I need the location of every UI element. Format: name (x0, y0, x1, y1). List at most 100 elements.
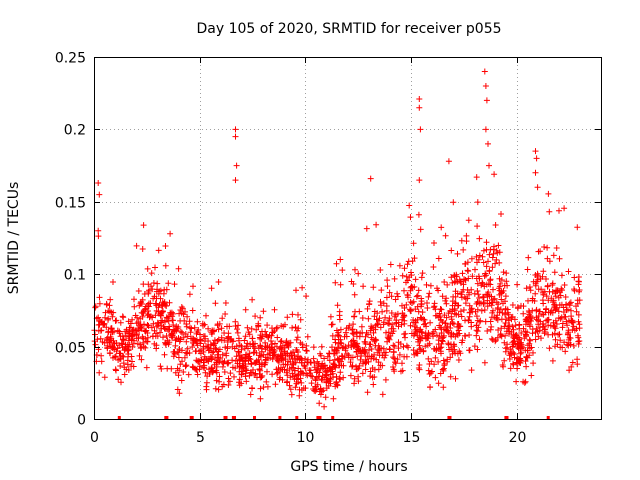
data-point (390, 325, 397, 332)
data-point (216, 373, 223, 380)
data-point (489, 309, 496, 316)
data-point (253, 326, 260, 333)
data-point (492, 222, 499, 228)
data-point (257, 342, 264, 349)
data-point (336, 308, 343, 315)
data-point (535, 286, 542, 293)
data-point (189, 307, 196, 314)
data-point (303, 293, 310, 300)
data-point (135, 326, 141, 332)
data-point (248, 325, 255, 332)
data-point (516, 322, 523, 329)
data-point (386, 320, 392, 327)
data-point (437, 345, 443, 352)
data-point (415, 338, 422, 345)
data-point (330, 374, 337, 381)
data-point (443, 295, 450, 302)
data-point (302, 365, 309, 372)
data-point (126, 324, 133, 331)
data-point (187, 335, 194, 342)
data-point (368, 346, 375, 352)
data-point (278, 338, 285, 344)
data-point (392, 359, 398, 366)
data-point (206, 366, 212, 373)
data-point (294, 327, 300, 334)
data-point (308, 372, 314, 379)
data-point (501, 339, 508, 346)
data-point (249, 335, 256, 342)
data-point (575, 311, 582, 318)
data-point (219, 363, 226, 370)
data-point (157, 312, 164, 319)
data-point (322, 394, 329, 401)
data-point (95, 227, 102, 234)
data-point (487, 318, 494, 325)
data-point (389, 321, 396, 328)
data-point (221, 369, 228, 375)
data-point (452, 288, 459, 295)
data-point (365, 358, 372, 365)
data-point (374, 321, 381, 328)
data-point (458, 291, 465, 298)
data-point (530, 349, 536, 356)
data-point (575, 318, 582, 325)
data-point (290, 373, 296, 380)
data-point (481, 273, 488, 280)
data-point (272, 340, 278, 347)
data-point (359, 315, 366, 321)
data-point (295, 379, 301, 385)
data-point (337, 281, 344, 288)
data-point (378, 302, 384, 309)
data-point (496, 291, 503, 298)
data-point (315, 373, 322, 380)
zero-value-marker (546, 416, 550, 420)
data-point (473, 313, 480, 320)
data-point (414, 348, 421, 355)
data-point (532, 272, 539, 278)
data-point (569, 326, 576, 333)
data-point (569, 359, 576, 366)
data-point (136, 322, 143, 329)
data-point (474, 306, 481, 313)
data-point (236, 376, 243, 383)
data-point (401, 265, 408, 272)
data-point (125, 329, 131, 336)
data-point (379, 308, 386, 315)
data-point (545, 190, 552, 197)
data-point (476, 252, 483, 259)
data-point (218, 337, 225, 344)
data-point (396, 262, 403, 269)
data-point (473, 253, 480, 260)
data-point (532, 169, 539, 176)
data-point (528, 372, 535, 379)
data-point (549, 280, 556, 287)
data-point (555, 315, 562, 321)
data-point (140, 222, 147, 229)
data-point (125, 337, 132, 344)
data-point (438, 344, 445, 351)
data-point (227, 370, 234, 377)
data-point (386, 289, 393, 296)
data-point (117, 319, 124, 326)
data-point (549, 357, 556, 364)
data-point (527, 337, 534, 344)
data-point (160, 290, 167, 297)
data-point (108, 325, 115, 332)
data-point (293, 375, 300, 382)
data-point (367, 175, 374, 182)
data-point (460, 246, 467, 253)
data-point (232, 323, 239, 329)
data-point (482, 83, 489, 89)
data-point (110, 309, 117, 316)
data-point (575, 274, 582, 280)
data-point (167, 311, 174, 318)
data-point (392, 360, 399, 367)
data-point (468, 286, 475, 293)
data-point (157, 295, 164, 302)
data-point (229, 357, 236, 364)
data-point (422, 320, 429, 327)
data-point (165, 280, 172, 287)
data-point (176, 390, 183, 397)
data-point (158, 309, 165, 316)
data-point (480, 293, 487, 300)
